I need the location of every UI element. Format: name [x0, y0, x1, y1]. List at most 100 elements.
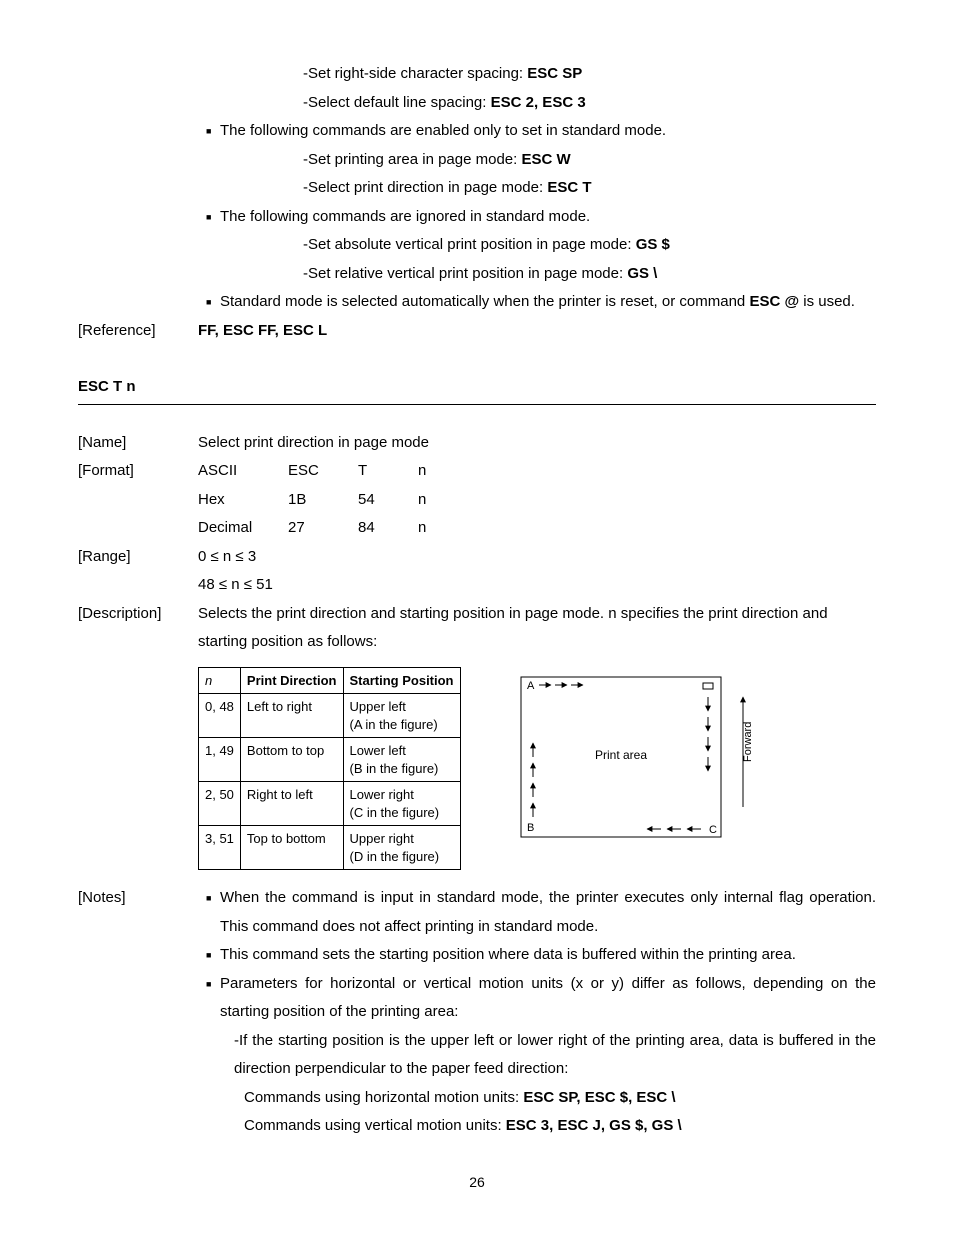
notes-sub3-pre: Commands using vertical motion units:	[244, 1117, 506, 1134]
td-pd: Right to left	[240, 782, 343, 826]
notes-sub2: Commands using horizontal motion units: …	[198, 1084, 876, 1113]
notes-sub3-bold: ESC 3, ESC J, GS $, GS \	[506, 1117, 682, 1134]
sp-line1: Upper left	[350, 699, 406, 714]
bullet-text: The following commands are ignored in st…	[220, 203, 876, 232]
direction-table: n Print Direction Starting Position 0, 4…	[198, 667, 461, 871]
notes-row: [Notes] ■ When the command is input in s…	[78, 884, 876, 1141]
fmt-c4: n	[418, 457, 448, 486]
sp-line2: (B in the figure)	[350, 761, 439, 776]
top-section: -Set right-side character spacing: ESC S…	[78, 60, 876, 317]
notes-sub1: -If the starting position is the upper l…	[198, 1027, 876, 1084]
td-n: 2, 50	[199, 782, 241, 826]
dash-item: -Set absolute vertical print position in…	[198, 231, 876, 260]
fmt-c1: Decimal	[198, 514, 288, 543]
sp-line2: (D in the figure)	[350, 849, 440, 864]
range-line-2: 48 ≤ n ≤ 51	[198, 571, 876, 600]
bullet-item: ■ Standard mode is selected automaticall…	[198, 288, 876, 317]
bullet-text: Standard mode is selected automatically …	[220, 288, 876, 317]
forward-label: Forward	[742, 721, 754, 761]
dash-bold: ESC 2, ESC 3	[491, 94, 586, 111]
table-row: 1, 49 Bottom to top Lower left(B in the …	[199, 738, 461, 782]
dash-text: -Set relative vertical print position in…	[303, 265, 627, 282]
td-pd: Bottom to top	[240, 738, 343, 782]
range-values: 0 ≤ n ≤ 3 48 ≤ n ≤ 51	[198, 543, 876, 600]
dash-bold: GS \	[627, 265, 657, 282]
description-row: [Description] Selects the print directio…	[78, 600, 876, 657]
notes-sub2-bold: ESC SP, ESC $, ESC \	[523, 1089, 675, 1106]
format-table: ASCIIESCTn Hex1B54n Decimal2784n	[198, 457, 876, 543]
fmt-c3: 54	[358, 486, 418, 515]
fmt-c1: Hex	[198, 486, 288, 515]
fmt-c2: 1B	[288, 486, 358, 515]
notes-label: [Notes]	[78, 884, 198, 913]
td-n: 0, 48	[199, 694, 241, 738]
range-row: [Range] 0 ≤ n ≤ 3 48 ≤ n ≤ 51	[78, 543, 876, 600]
dash-item: -Set right-side character spacing: ESC S…	[198, 60, 876, 89]
table-header-row: n Print Direction Starting Position	[199, 667, 461, 694]
dash-text: -Set printing area in page mode:	[303, 151, 521, 168]
notes-sub2-pre: Commands using horizontal motion units:	[244, 1089, 523, 1106]
reference-row: [Reference] FF, ESC FF, ESC L	[78, 317, 876, 346]
bullet-text: The following commands are enabled only …	[220, 117, 876, 146]
td-n: 3, 51	[199, 826, 241, 870]
dash-text: -Select default line spacing:	[303, 94, 491, 111]
dash-bold: ESC W	[521, 151, 570, 168]
sp-line2: (C in the figure)	[350, 805, 440, 820]
sp-line1: Lower right	[350, 787, 414, 802]
bullet-icon: ■	[206, 288, 220, 317]
dash-item: -Select print direction in page mode: ES…	[198, 174, 876, 203]
format-label: [Format]	[78, 457, 198, 486]
table-row: 2, 50 Right to left Lower right (C in the…	[199, 782, 461, 826]
notes-bullet: ■ When the command is input in standard …	[198, 884, 876, 941]
td-sp: Lower left (B in the figure)	[343, 738, 460, 782]
dash-text: -Select print direction in page mode:	[303, 179, 547, 196]
notes-bullet: ■ Parameters for horizontal or vertical …	[198, 970, 876, 1027]
fmt-c4: n	[418, 486, 448, 515]
dash-item: -Set printing area in page mode: ESC W	[198, 146, 876, 175]
corner-d-rect	[703, 683, 713, 689]
reference-value: FF, ESC FF, ESC L	[198, 317, 876, 346]
range-line-1: 0 ≤ n ≤ 3	[198, 543, 876, 572]
td-pd: Left to right	[240, 694, 343, 738]
bullet-icon: ■	[206, 970, 220, 1027]
name-value: Select print direction in page mode	[198, 429, 876, 458]
bullet-icon: ■	[206, 941, 220, 970]
td-sp: Upper left (A in the figure)	[343, 694, 460, 738]
format-line: Hex1B54n	[198, 486, 876, 515]
page-number: 26	[78, 1169, 876, 1196]
fmt-c4: n	[418, 514, 448, 543]
description-text: Selects the print direction and starting…	[198, 600, 876, 657]
dash-text: -Set absolute vertical print position in…	[303, 236, 636, 253]
bullet-d-bold: ESC @	[749, 293, 799, 310]
bullet-icon: ■	[206, 203, 220, 232]
bullet-d-pre: Standard mode is selected automatically …	[220, 293, 749, 310]
notes-bullet: ■ This command sets the starting positio…	[198, 941, 876, 970]
sp-line1: Lower left	[350, 743, 406, 758]
name-label: [Name]	[78, 429, 198, 458]
th-n: n	[199, 667, 241, 694]
th-starting-position: Starting Position	[343, 667, 460, 694]
corner-c: C	[709, 824, 717, 836]
td-sp: Lower right (C in the figure)	[343, 782, 460, 826]
table-figure-row: n Print Direction Starting Position 0, 4…	[78, 657, 876, 885]
print-area-label: Print area	[594, 748, 646, 762]
corner-b: B	[527, 822, 534, 834]
dash-bold: ESC T	[547, 179, 591, 196]
dash-bold: GS $	[636, 236, 670, 253]
table-row: 3, 51 Top to bottom Upper right(D in the…	[199, 826, 461, 870]
format-line: ASCIIESCTn	[198, 457, 876, 486]
dash-item: -Select default line spacing: ESC 2, ESC…	[198, 89, 876, 118]
bullet-item: ■ The following commands are ignored in …	[198, 203, 876, 232]
dash-bold: ESC SP	[527, 65, 582, 82]
range-label: [Range]	[78, 543, 198, 572]
corner-a: A	[527, 680, 535, 692]
sp-line2: (A in the figure)	[350, 717, 438, 732]
table-row: 0, 48 Left to right Upper left (A in the …	[199, 694, 461, 738]
print-area-figure: A B C	[511, 667, 761, 847]
notes-b3: Parameters for horizontal or vertical mo…	[220, 970, 876, 1027]
reference-label: [Reference]	[78, 317, 198, 346]
fmt-c1: ASCII	[198, 457, 288, 486]
notes-b1: When the command is input in standard mo…	[220, 884, 876, 941]
dash-text: -Set right-side character spacing:	[303, 65, 527, 82]
bullet-item: ■ The following commands are enabled onl…	[198, 117, 876, 146]
